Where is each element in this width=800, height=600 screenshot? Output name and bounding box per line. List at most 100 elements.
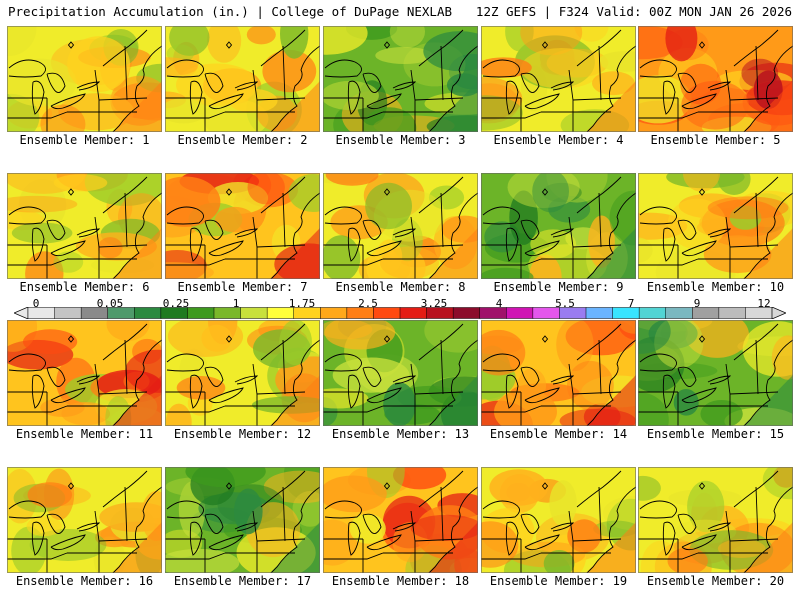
ensemble-member-label: Ensemble Member: 16: [15, 574, 154, 588]
colorbar-legend: 0 0.05 0.25 1 1.75 2.5 3.25 4 5.5 7 9 12: [14, 297, 786, 319]
ensemble-member-label: Ensemble Member: 14: [489, 427, 628, 441]
ensemble-panel: Ensemble Member: 6: [7, 173, 162, 294]
precip-map: [481, 173, 636, 279]
colorbar-segment: [426, 307, 454, 319]
ensemble-member-label: Ensemble Member: 19: [489, 574, 628, 588]
ensemble-panel: Ensemble Member: 15: [638, 320, 793, 441]
ensemble-member-label: Ensemble Member: 15: [646, 427, 785, 441]
colorbar-segment: [692, 307, 720, 319]
colorbar-segment: [665, 307, 693, 319]
ensemble-member-label: Ensemble Member: 13: [331, 427, 470, 441]
colorbar-segment: [506, 307, 534, 319]
ensemble-panel: Ensemble Member: 4: [481, 26, 636, 147]
colorbar-segment: [293, 307, 321, 319]
ensemble-member-label: Ensemble Member: 6: [19, 280, 150, 294]
ensemble-panel: Ensemble Member: 13: [323, 320, 478, 441]
precip-map: [638, 467, 793, 573]
ensemble-member-label: Ensemble Member: 1: [19, 133, 150, 147]
colorbar-tick-label: 1: [232, 297, 240, 310]
ensemble-member-label: Ensemble Member: 4: [493, 133, 624, 147]
colorbar-segment: [27, 307, 56, 319]
precip-map: [481, 467, 636, 573]
precip-map: [165, 26, 320, 132]
precip-map: [638, 26, 793, 132]
colorbar-segment: [80, 307, 109, 319]
ensemble-panel: Ensemble Member: 10: [638, 173, 793, 294]
ensemble-panel: Ensemble Member: 2: [165, 26, 320, 147]
colorbar-segment: [479, 307, 507, 319]
ensemble-panel: Ensemble Member: 12: [165, 320, 320, 441]
colorbar-tick-label: 2.5: [358, 297, 378, 310]
precip-map: [7, 467, 162, 573]
precip-map: [481, 320, 636, 426]
colorbar-tick-label: 9: [693, 297, 701, 310]
colorbar-tick-label: 3.25: [420, 297, 448, 310]
ensemble-panel: Ensemble Member: 7: [165, 173, 320, 294]
colorbar-segment: [107, 307, 135, 319]
ensemble-panel: Ensemble Member: 1: [7, 26, 162, 147]
ensemble-panel: Ensemble Member: 20: [638, 467, 793, 588]
ensemble-member-label: Ensemble Member: 12: [173, 427, 312, 441]
colorbar-segment: [532, 307, 560, 319]
colorbar-segment: [559, 307, 587, 319]
colorbar-segment: [134, 307, 162, 319]
ensemble-member-label: Ensemble Member: 18: [331, 574, 470, 588]
colorbar-segment: [638, 307, 667, 319]
colorbar-tick-label: 4: [495, 297, 503, 310]
header-title: Precipitation Accumulation (in.) | Colle…: [8, 4, 453, 19]
header-valid-time: 12Z GEFS | F324 Valid: 00Z MON JAN 26 20…: [475, 4, 792, 19]
colorbar-segment: [160, 307, 188, 319]
precip-map: [7, 320, 162, 426]
ensemble-member-label: Ensemble Member: 20: [646, 574, 785, 588]
precip-map: [638, 320, 793, 426]
colorbar-tick-label: 12: [757, 297, 771, 310]
ensemble-panel: Ensemble Member: 19: [481, 467, 636, 588]
ensemble-member-label: Ensemble Member: 7: [177, 280, 308, 294]
ensemble-panel: Ensemble Member: 9: [481, 173, 636, 294]
ensemble-panel: Ensemble Member: 8: [323, 173, 478, 294]
ensemble-member-label: Ensemble Member: 3: [335, 133, 466, 147]
ensemble-panel: Ensemble Member: 14: [481, 320, 636, 441]
ensemble-member-label: Ensemble Member: 5: [650, 133, 781, 147]
ensemble-panel: Ensemble Member: 3: [323, 26, 478, 147]
colorbar-segment: [745, 307, 773, 319]
colorbar-segment: [213, 307, 242, 319]
precip-map: [323, 26, 478, 132]
colorbar-segment: [612, 307, 640, 319]
ensemble-member-label: Ensemble Member: 17: [173, 574, 312, 588]
precip-map: [165, 320, 320, 426]
colorbar-tick-label: 0: [32, 297, 40, 310]
colorbar-segment: [240, 307, 268, 319]
ensemble-member-label: Ensemble Member: 8: [335, 280, 466, 294]
colorbar-tick-label: 0.05: [96, 297, 124, 310]
precip-map: [165, 173, 320, 279]
precip-map: [323, 467, 478, 573]
ensemble-panel: Ensemble Member: 11: [7, 320, 162, 441]
colorbar-segment: [187, 307, 215, 319]
ensemble-member-label: Ensemble Member: 2: [177, 133, 308, 147]
colorbar-segment: [585, 307, 614, 319]
colorbar-tick-label: 7: [627, 297, 635, 310]
colorbar-tick-label: 5.5: [555, 297, 575, 310]
ensemble-panel: Ensemble Member: 17: [165, 467, 320, 588]
colorbar-segment: [452, 307, 481, 319]
precip-map: [7, 173, 162, 279]
precip-map: [323, 173, 478, 279]
ensemble-panel: Ensemble Member: 18: [323, 467, 478, 588]
precip-map: [7, 26, 162, 132]
colorbar-segment: [266, 307, 295, 319]
colorbar-segment: [718, 307, 746, 319]
colorbar-segment: [373, 307, 401, 319]
precip-map: [638, 173, 793, 279]
precip-map: [481, 26, 636, 132]
ensemble-member-label: Ensemble Member: 9: [493, 280, 624, 294]
ensemble-member-label: Ensemble Member: 10: [646, 280, 785, 294]
colorbar-segment: [320, 307, 348, 319]
precip-map: [323, 320, 478, 426]
colorbar-tick-label: 0.25: [162, 297, 190, 310]
ensemble-panel: Ensemble Member: 16: [7, 467, 162, 588]
colorbar-segment: [54, 307, 82, 319]
ensemble-member-label: Ensemble Member: 11: [15, 427, 154, 441]
colorbar-segment: [346, 307, 374, 319]
colorbar-tick-label: 1.75: [288, 297, 316, 310]
